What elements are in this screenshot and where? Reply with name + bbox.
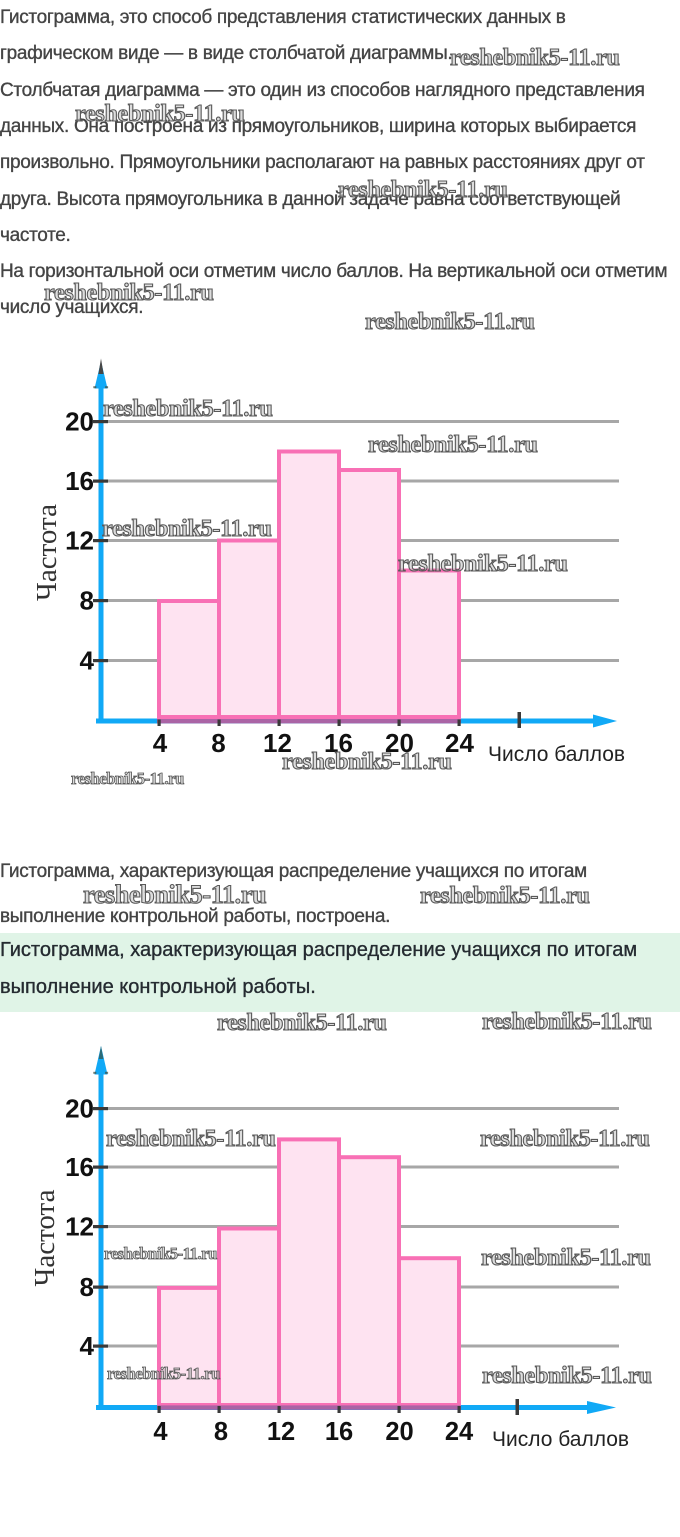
svg-text:24: 24 xyxy=(445,728,474,758)
svg-text:8: 8 xyxy=(211,728,225,758)
svg-text:8: 8 xyxy=(80,586,94,616)
svg-text:12: 12 xyxy=(65,1212,94,1242)
svg-text:Частота: Частота xyxy=(29,1189,61,1286)
svg-text:16: 16 xyxy=(65,1152,94,1182)
svg-text:4: 4 xyxy=(153,728,168,758)
svg-text:Число баллов: Число баллов xyxy=(488,743,625,766)
svg-text:16: 16 xyxy=(324,728,353,758)
svg-text:20: 20 xyxy=(385,728,414,758)
svg-text:4: 4 xyxy=(80,1331,95,1361)
svg-text:12: 12 xyxy=(263,728,292,758)
svg-text:4: 4 xyxy=(153,1418,168,1446)
svg-text:4: 4 xyxy=(80,646,95,676)
svg-text:16: 16 xyxy=(325,1418,353,1446)
svg-text:24: 24 xyxy=(445,1418,474,1446)
svg-text:8: 8 xyxy=(214,1418,228,1446)
svg-text:20: 20 xyxy=(65,1094,94,1124)
svg-text:8: 8 xyxy=(80,1272,94,1302)
svg-text:20: 20 xyxy=(385,1418,413,1446)
svg-text:16: 16 xyxy=(65,466,94,496)
svg-text:Частота: Частота xyxy=(31,504,63,601)
svg-text:Число баллов: Число баллов xyxy=(492,1428,629,1451)
svg-text:20: 20 xyxy=(65,407,94,437)
svg-text:12: 12 xyxy=(65,526,94,556)
svg-text:12: 12 xyxy=(267,1418,295,1446)
